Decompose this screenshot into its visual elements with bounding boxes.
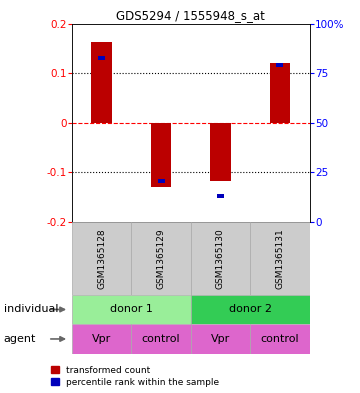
Bar (98, 56, 105, 60)
Bar (158, 179, 165, 184)
Text: control: control (142, 334, 180, 344)
Bar (72, 222, 131, 295)
Text: GSM1365128: GSM1365128 (97, 228, 106, 289)
Text: donor 1: donor 1 (110, 305, 153, 314)
Text: donor 2: donor 2 (229, 305, 272, 314)
Bar (250, 324, 310, 354)
Bar (217, 194, 224, 198)
Bar (151, 123, 171, 187)
Bar (270, 63, 290, 123)
Bar (72, 295, 191, 324)
Text: agent: agent (4, 334, 36, 344)
Text: GSM1365131: GSM1365131 (275, 228, 284, 289)
Title: GDS5294 / 1555948_s_at: GDS5294 / 1555948_s_at (116, 9, 265, 22)
Bar (91, 42, 112, 123)
Text: control: control (261, 334, 299, 344)
Bar (131, 222, 191, 295)
Text: GSM1365129: GSM1365129 (157, 228, 166, 289)
Text: individual: individual (4, 305, 58, 314)
Bar (276, 63, 283, 67)
Text: Vpr: Vpr (211, 334, 230, 344)
Text: GSM1365130: GSM1365130 (216, 228, 225, 289)
Bar (72, 324, 131, 354)
Bar (191, 222, 250, 295)
Bar (191, 324, 250, 354)
Bar (131, 324, 191, 354)
Bar (250, 222, 310, 295)
Text: Vpr: Vpr (92, 334, 111, 344)
Legend: transformed count, percentile rank within the sample: transformed count, percentile rank withi… (51, 366, 219, 387)
Bar (210, 123, 231, 181)
Bar (191, 295, 310, 324)
